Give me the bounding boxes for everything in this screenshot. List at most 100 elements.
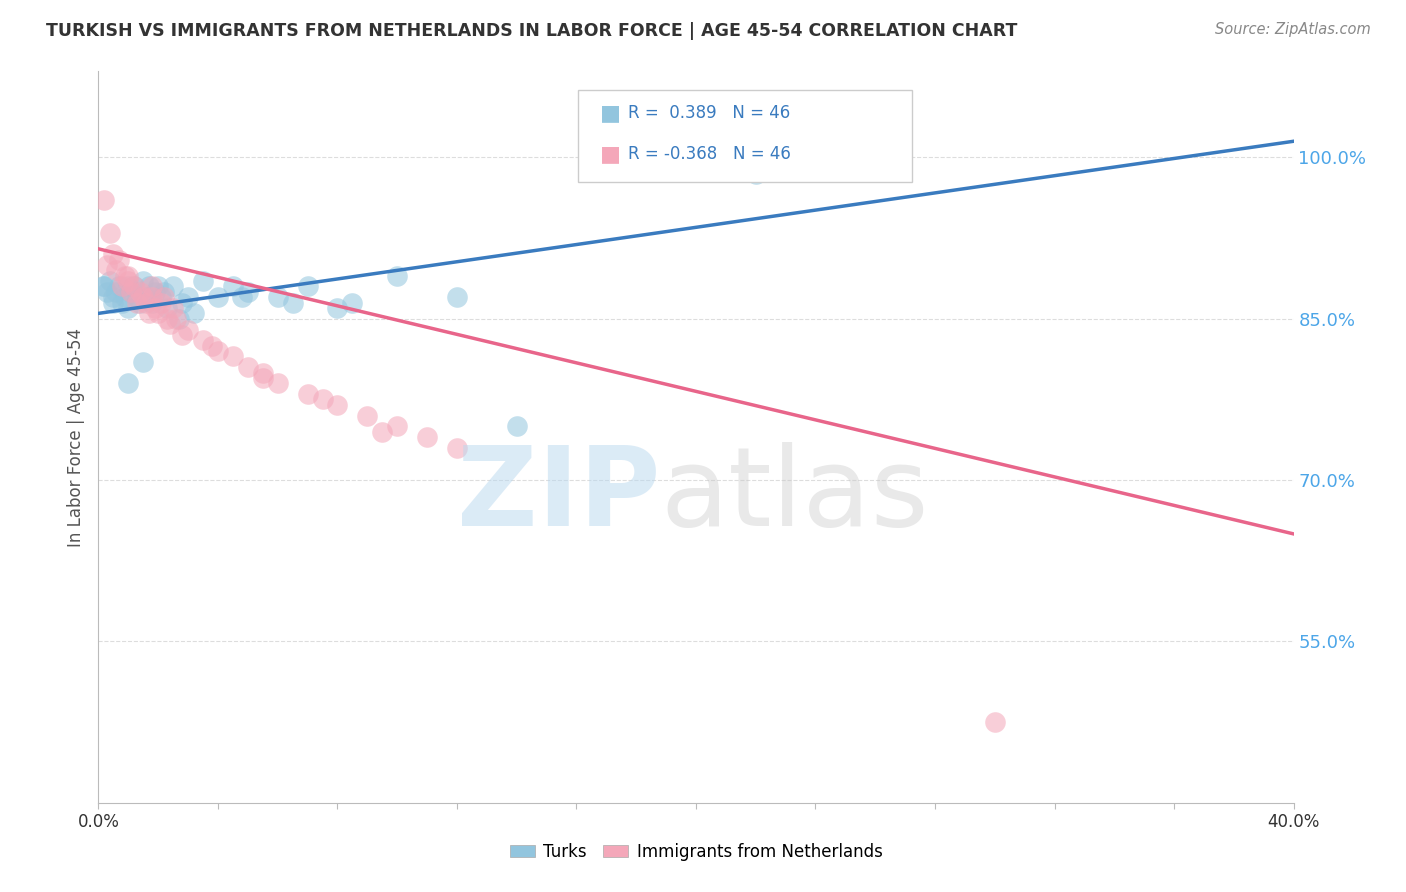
Point [446,441,468,455]
Point [143,301,166,315]
Point [105,263,128,277]
Point [135,290,157,304]
Text: ■: ■ [600,103,621,123]
Point [98,274,122,288]
Point [207,290,229,304]
Point [342,295,364,310]
Point [148,279,170,293]
Point [103,290,125,304]
Point [117,268,139,283]
Point [127,290,149,304]
Point [93,279,115,293]
Point [385,419,409,434]
Point [108,252,131,267]
Point [252,366,274,380]
Point [132,355,155,369]
Point [148,306,170,320]
Point [356,409,378,423]
Point [156,301,179,315]
Point [141,295,163,310]
Point [297,387,319,401]
Point [177,290,200,304]
Y-axis label: In Labor Force | Age 45-54: In Labor Force | Age 45-54 [66,327,84,547]
Point [141,290,163,304]
Point [267,376,290,391]
Point [159,317,181,331]
Point [143,285,166,299]
Point [371,425,394,439]
Point [124,279,146,293]
Point [93,194,115,208]
Point [172,295,194,310]
Point [153,290,176,304]
Point [183,306,205,320]
Point [191,333,214,347]
Point [191,274,214,288]
Point [127,295,149,310]
Point [416,430,439,444]
Point [252,371,274,385]
Point [506,419,529,434]
Point [745,167,768,181]
Point [222,350,245,364]
Text: R = -0.368   N = 46: R = -0.368 N = 46 [628,145,792,163]
Point [311,392,333,407]
Point [111,279,134,293]
Point [132,274,155,288]
Point [167,311,190,326]
Point [124,279,146,293]
Text: ZIP: ZIP [457,442,661,549]
Text: atlas: atlas [661,442,928,549]
Point [138,306,160,320]
Point [141,279,163,293]
Text: R =  0.389   N = 46: R = 0.389 N = 46 [628,104,790,122]
Point [162,279,184,293]
Point [114,290,136,304]
Point [236,285,259,299]
Point [207,344,229,359]
Point [156,311,179,326]
Text: TURKISH VS IMMIGRANTS FROM NETHERLANDS IN LABOR FORCE | AGE 45-54 CORRELATION CH: TURKISH VS IMMIGRANTS FROM NETHERLANDS I… [46,22,1018,40]
Point [150,295,173,310]
Point [231,290,253,304]
Point [120,285,142,299]
Point [111,295,134,310]
Point [162,301,184,315]
Point [96,258,118,272]
Point [105,285,128,299]
Point [117,301,139,315]
Point [129,295,152,310]
Point [201,338,224,352]
Point [96,285,118,299]
Point [385,268,409,283]
Point [98,226,122,240]
Text: Source: ZipAtlas.com: Source: ZipAtlas.com [1215,22,1371,37]
Point [150,290,173,304]
Text: ■: ■ [600,145,621,164]
Legend: Turks, Immigrants from Netherlands: Turks, Immigrants from Netherlands [503,837,889,868]
Point [326,398,349,412]
Point [138,279,160,293]
Point [103,247,125,261]
Point [117,274,139,288]
Point [129,285,152,299]
Point [281,295,304,310]
Point [172,327,194,342]
Point [326,301,349,315]
Point [153,285,176,299]
Point [177,322,200,336]
Point [91,279,114,293]
Point [120,285,142,299]
Point [236,360,259,375]
Point [103,295,125,310]
Point [117,279,139,293]
Point [132,290,155,304]
Point [297,279,319,293]
Point [135,295,157,310]
Point [165,311,187,326]
Point [222,279,245,293]
Point [114,268,136,283]
Point [117,376,139,391]
Point [984,715,1007,730]
Point [446,290,468,304]
